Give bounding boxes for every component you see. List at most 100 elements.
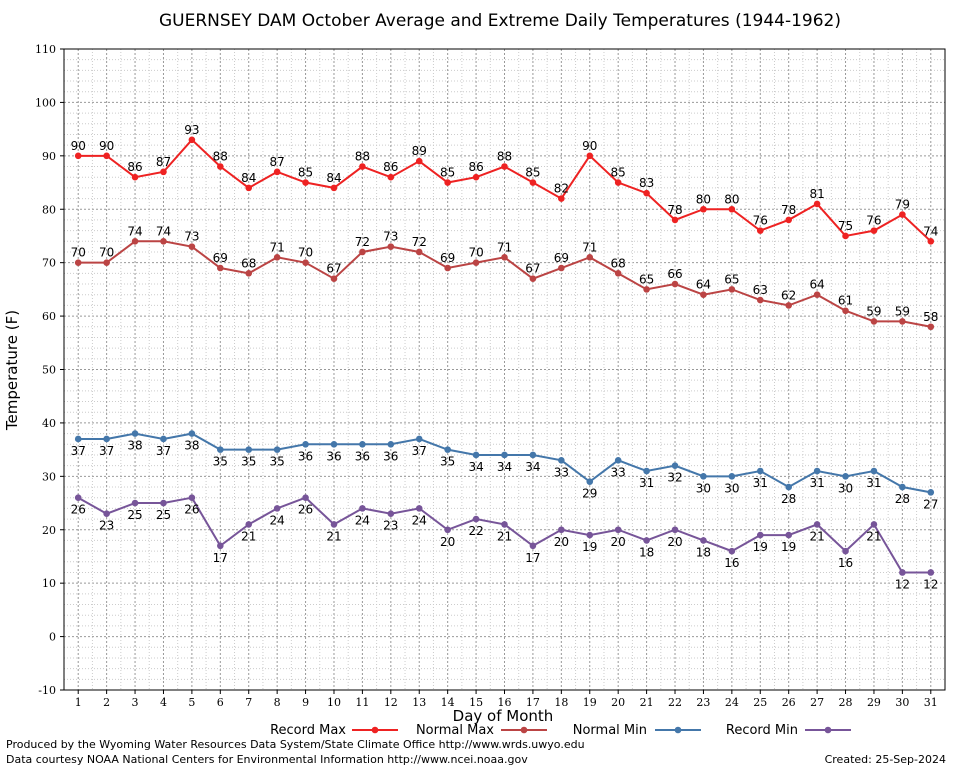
data-label: 64 [809,278,824,292]
data-label: 74 [127,224,142,238]
data-label: 69 [554,251,569,265]
data-point [330,184,338,192]
x-tick-label: 30 [895,696,909,709]
legend-swatch-marker [520,726,528,734]
data-label: 86 [127,160,142,174]
data-point [842,547,849,555]
x-tick-label: 6 [217,696,224,709]
legend-swatch-marker [371,726,379,734]
legend-swatch-marker [824,726,832,734]
data-point [558,526,565,534]
data-point [671,526,679,534]
x-tick-label: 17 [526,696,540,709]
data-point [529,179,537,186]
y-tick-label: -10 [38,684,56,697]
data-label: 93 [184,123,199,137]
x-tick-label: 3 [132,696,139,709]
data-point [188,243,196,250]
data-point [529,542,537,550]
data-point [302,179,309,186]
data-point [444,179,451,186]
data-label: 23 [99,519,114,533]
data-label: 30 [696,481,711,495]
x-tick-label: 2 [103,696,110,709]
data-point [927,238,935,245]
data-label: 84 [241,171,256,185]
data-point [217,542,224,550]
data-label: 17 [213,551,228,565]
x-tick-label: 15 [469,696,483,709]
data-point [529,451,537,459]
data-point [74,494,82,502]
x-tick-label: 19 [583,696,597,709]
data-label: 35 [241,455,256,469]
data-label: 36 [355,449,370,463]
x-tick-label: 16 [498,696,512,709]
data-point [529,275,537,282]
data-label: 80 [696,192,711,206]
data-label: 85 [611,166,626,180]
y-tick-label: 80 [42,203,56,216]
data-label: 21 [326,529,341,543]
series-record-min: 26 23 25 25 26 17 21 24 26 21 24 23 24 20 22 21 17 20 19 20… [71,494,938,591]
data-point [387,510,395,518]
x-tick-label: 23 [696,696,710,709]
y-tick-label: 70 [42,257,56,270]
data-point [785,483,792,491]
x-tick-label: 22 [668,696,682,709]
data-point [160,238,167,245]
data-point [756,227,764,234]
data-label: 67 [326,262,341,276]
data-label: 86 [383,160,398,174]
chart-title: GUERNSEY DAM October Average and Extreme… [159,11,841,31]
data-point [870,227,878,234]
x-tick-label: 21 [640,696,654,709]
data-point [842,232,849,240]
data-label: 20 [554,535,569,549]
data-label: 74 [156,224,171,238]
data-label: 36 [326,449,341,463]
data-point [103,259,110,266]
data-point [728,547,736,555]
data-point [217,264,224,272]
legend: Record Max Normal Max Normal Min Record Min [270,723,851,738]
data-label: 20 [611,535,626,549]
x-tick-label: 14 [441,696,455,709]
data-point [472,173,480,181]
data-label: 85 [525,166,540,180]
data-label: 70 [99,246,114,260]
data-point [472,451,480,459]
data-label: 82 [554,182,569,196]
data-label: 71 [582,240,597,254]
data-point [273,505,281,512]
data-point [728,473,736,480]
data-point [643,189,650,197]
x-tick-label: 24 [725,696,739,709]
data-label: 68 [611,256,626,270]
data-label: 26 [71,503,86,517]
data-point [74,259,82,266]
data-label: 24 [270,513,285,527]
data-point [899,318,906,325]
data-point [899,569,906,576]
x-tick-label: 12 [384,696,398,709]
y-tick-label: 90 [42,150,56,163]
data-point [330,521,338,528]
data-point [160,499,167,507]
data-point [501,521,508,528]
data-label: 74 [923,224,938,238]
y-tick-label: 30 [42,470,56,483]
series-layer: 90 90 86 87 93 88 84 87 85 84 88 86 89 85 86 88 85 82 90 85… [71,123,939,592]
data-point [785,216,792,224]
y-tick-label: 10 [42,577,56,590]
data-point [842,307,849,315]
data-label: 83 [639,176,654,190]
x-axis-title: Day of Month [453,707,554,725]
data-point [273,446,281,453]
y-tick-label: 0 [49,631,56,644]
data-label: 35 [270,455,285,469]
y-tick-label: 110 [35,43,56,56]
data-label: 12 [923,577,938,591]
data-label: 17 [525,551,540,565]
data-point [131,238,139,245]
